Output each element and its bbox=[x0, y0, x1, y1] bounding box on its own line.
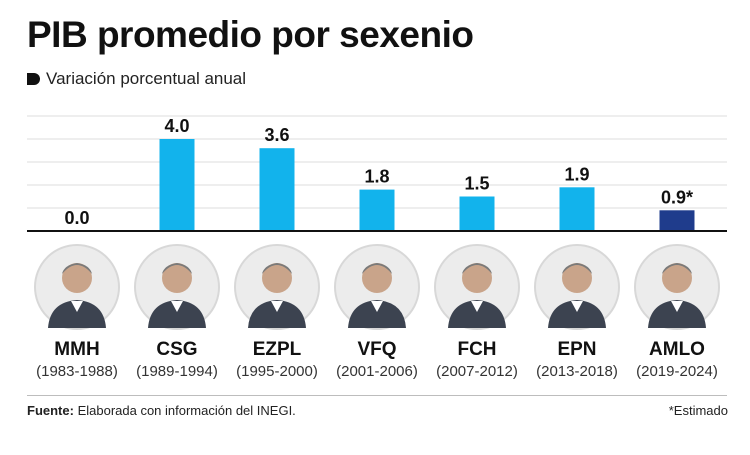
person-icon bbox=[148, 263, 206, 328]
bar-csg bbox=[159, 139, 195, 231]
category-label-fch: FCH bbox=[457, 339, 497, 360]
person-icon bbox=[48, 263, 106, 328]
chart-subtitle: Variación porcentual anual bbox=[46, 69, 247, 88]
period-label-ezpl: (1995-2000) bbox=[236, 363, 318, 380]
person-amlo: AMLO (2019-2024) bbox=[632, 244, 722, 380]
period-label-mmh: (1983-1988) bbox=[36, 363, 118, 380]
portrait-photo bbox=[134, 244, 220, 330]
footer-divider bbox=[27, 395, 727, 396]
period-label-vfq: (2001-2006) bbox=[336, 363, 418, 380]
category-label-ezpl: EZPL bbox=[252, 339, 302, 360]
person-ezpl: EZPL (1995-2000) bbox=[232, 244, 322, 380]
value-label-ezpl: 3.6 bbox=[264, 125, 289, 145]
category-label-csg: CSG bbox=[156, 339, 198, 360]
portrait-photo bbox=[34, 244, 120, 330]
person-csg: CSG (1989-1994) bbox=[132, 244, 222, 380]
portrait-photo bbox=[234, 244, 320, 330]
bar-fch bbox=[459, 196, 495, 231]
portrait-photo bbox=[334, 244, 420, 330]
person-epn: EPN (2013-2018) bbox=[532, 244, 622, 380]
subtitle-row: Variación porcentual anual bbox=[27, 68, 246, 90]
portrait-photo bbox=[534, 244, 620, 330]
person-icon bbox=[448, 263, 506, 328]
category-label-amlo: AMLO bbox=[649, 339, 705, 360]
value-label-epn: 1.9 bbox=[564, 164, 589, 184]
person-mmh: MMH (1983-1988) bbox=[32, 244, 122, 380]
person-vfq: VFQ (2001-2006) bbox=[332, 244, 422, 380]
period-label-csg: (1989-1994) bbox=[136, 363, 218, 380]
tag-icon bbox=[27, 73, 40, 85]
person-icon bbox=[548, 263, 606, 328]
period-label-fch: (2007-2012) bbox=[436, 363, 518, 380]
source-note: Fuente: Elaborada con información del IN… bbox=[27, 403, 296, 418]
bar-vfq bbox=[359, 189, 395, 231]
portrait-photo bbox=[434, 244, 520, 330]
value-label-vfq: 1.8 bbox=[364, 167, 389, 187]
source-text: Elaborada con información del INEGI. bbox=[73, 403, 296, 418]
value-label-fch: 1.5 bbox=[464, 174, 489, 194]
bar-ezpl bbox=[259, 148, 295, 231]
value-label-csg: 4.0 bbox=[164, 116, 189, 136]
chart-title: PIB promedio por sexenio bbox=[27, 14, 474, 55]
bar-amlo bbox=[659, 210, 695, 231]
person-icon bbox=[348, 263, 406, 328]
portrait-photo bbox=[634, 244, 720, 330]
period-label-amlo: (2019-2024) bbox=[636, 363, 718, 380]
person-icon bbox=[648, 263, 706, 328]
period-label-epn: (2013-2018) bbox=[536, 363, 618, 380]
category-label-mmh: MMH bbox=[54, 339, 100, 360]
source-label: Fuente: bbox=[27, 403, 74, 418]
person-fch: FCH (2007-2012) bbox=[432, 244, 522, 380]
footnote: *Estimado bbox=[668, 403, 728, 418]
value-label-mmh: 0.0 bbox=[64, 208, 89, 228]
person-icon bbox=[248, 263, 306, 328]
value-label-amlo: 0.9* bbox=[661, 187, 693, 207]
category-label-vfq: VFQ bbox=[357, 339, 397, 360]
bar-chart: 0.0 4.0 3.6 1.8 1.5 1.9 0.9* bbox=[27, 115, 727, 232]
category-label-epn: EPN bbox=[557, 339, 597, 360]
bar-epn bbox=[559, 187, 595, 231]
